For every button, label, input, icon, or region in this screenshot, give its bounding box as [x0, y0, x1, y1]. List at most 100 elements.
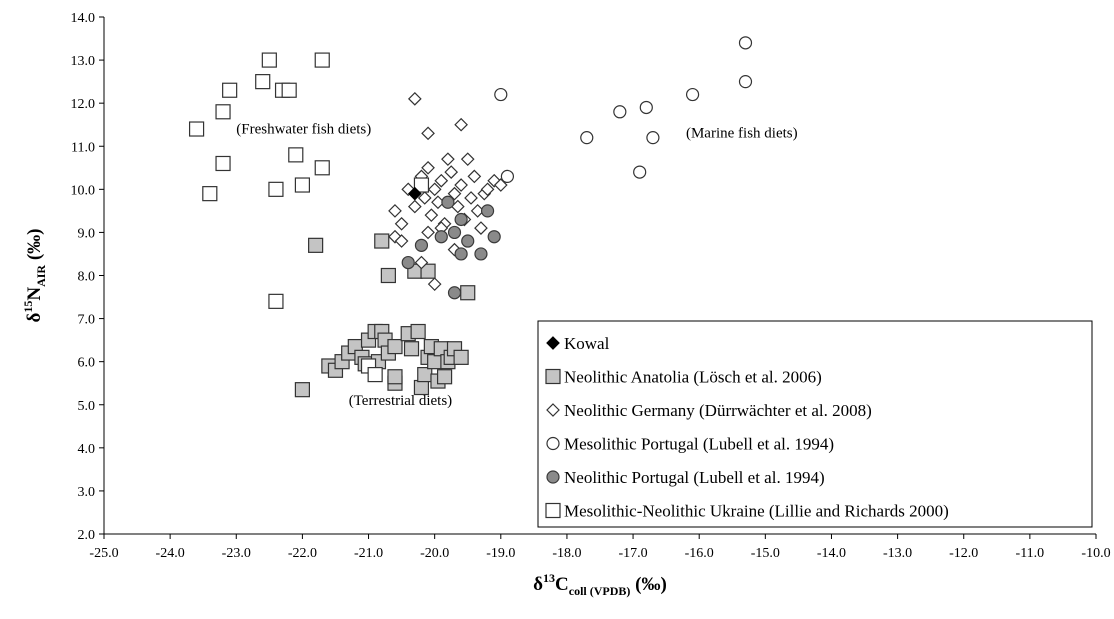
- data-point: [314, 52, 330, 68]
- data-point: [294, 382, 310, 398]
- y-axis-ticks: 2.0 3.0 4.0 5.0 6.0 7.0 8.0 9.0 10.0 11.0 12.0 13.0…: [71, 11, 104, 543]
- legend-marker: [546, 436, 560, 451]
- data-point: [494, 87, 508, 102]
- x-tick-label: -21.0: [354, 546, 383, 561]
- data-point: [215, 155, 231, 172]
- data-point: [454, 212, 468, 227]
- data-point: [294, 177, 310, 193]
- y-tick-label: 12.0: [71, 97, 96, 112]
- y-tick-label: 3.0: [78, 485, 96, 500]
- y-tick-label: 2.0: [78, 528, 96, 543]
- data-point: [288, 147, 304, 163]
- x-tick-label: -11.0: [1016, 546, 1045, 561]
- data-point: [281, 82, 297, 98]
- x-tick-label: -12.0: [949, 546, 978, 561]
- y-tick-label: 5.0: [78, 399, 96, 414]
- legend-item-label: Kowal: [564, 334, 610, 353]
- data-point: [447, 286, 462, 300]
- series-diamond-open: [388, 92, 508, 291]
- x-tick-label: -25.0: [89, 546, 118, 561]
- data-point: [387, 338, 403, 355]
- x-tick-label: -15.0: [751, 546, 780, 561]
- data-point: [434, 173, 449, 188]
- series-circle: [401, 195, 501, 300]
- data-point: [685, 87, 700, 102]
- data-points: [188, 36, 753, 398]
- legend-marker: [546, 336, 560, 350]
- data-point: [261, 52, 277, 68]
- data-point: [493, 178, 508, 192]
- data-point: [427, 354, 443, 370]
- data-point: [474, 247, 488, 261]
- data-point: [447, 186, 462, 201]
- data-point: [487, 230, 501, 244]
- y-tick-label: 11.0: [71, 140, 95, 155]
- y-axis-title: δ15NAIR (‰): [21, 228, 48, 322]
- data-point: [401, 255, 415, 270]
- x-tick-label: -10.0: [1081, 546, 1110, 561]
- annotation-label: (Terrestrial diets): [349, 393, 452, 409]
- data-point: [188, 121, 205, 137]
- data-point: [447, 225, 462, 240]
- data-point: [500, 169, 515, 184]
- data-point: [427, 182, 442, 197]
- data-point: [410, 323, 426, 340]
- data-point: [474, 221, 488, 235]
- data-point: [441, 195, 455, 209]
- data-point: [215, 104, 231, 120]
- data-point: [738, 75, 753, 89]
- x-tick-label: -14.0: [817, 546, 846, 561]
- y-tick-label: 9.0: [78, 226, 96, 241]
- data-point: [202, 186, 218, 202]
- y-tick-label: 7.0: [78, 313, 96, 328]
- legend-item-label: Neolithic Anatolia (Lösch et al. 2006): [564, 368, 822, 387]
- x-axis-title: δ13Ccoll (VPDB) (‰): [533, 571, 667, 598]
- data-point: [394, 234, 409, 248]
- data-point: [374, 233, 390, 249]
- x-tick-label: -22.0: [288, 546, 317, 561]
- data-point: [255, 74, 271, 90]
- y-tick-label: 14.0: [71, 11, 96, 26]
- data-point: [480, 204, 495, 218]
- data-point: [633, 165, 647, 179]
- data-point: [413, 177, 430, 193]
- data-point: [387, 369, 403, 385]
- data-point: [434, 230, 448, 244]
- x-tick-label: -23.0: [222, 546, 251, 561]
- data-point: [427, 277, 442, 291]
- data-point: [417, 366, 433, 383]
- y-tick-label: 13.0: [71, 54, 96, 69]
- data-point: [421, 160, 435, 175]
- data-point: [420, 263, 436, 279]
- data-point: [394, 216, 409, 231]
- data-point: [464, 191, 478, 205]
- data-point: [460, 152, 475, 167]
- series-square-open: [188, 52, 430, 383]
- data-point: [444, 165, 459, 179]
- data-point: [388, 204, 402, 218]
- data-point: [314, 160, 330, 176]
- data-point: [407, 92, 422, 106]
- legend-marker: [546, 403, 560, 417]
- y-tick-label: 4.0: [78, 442, 96, 457]
- data-point: [403, 341, 420, 357]
- data-point: [222, 82, 238, 98]
- data-point: [417, 191, 432, 205]
- data-point: [407, 186, 422, 201]
- data-point: [436, 369, 453, 385]
- data-point: [613, 105, 627, 119]
- data-point: [480, 182, 495, 197]
- legend-item-label: Neolithic Portugal (Lubell et al. 1994): [564, 468, 825, 487]
- data-point: [580, 131, 594, 145]
- x-axis-ticks: -25.0 -24.0 -23.0 -22.0 -21.0 -20.0 -19.0 -18.0…: [89, 534, 1111, 561]
- series-square: [294, 233, 476, 398]
- data-point: [413, 379, 430, 396]
- legend-marker: [545, 368, 561, 385]
- legend-marker: [545, 502, 561, 519]
- data-point: [421, 225, 435, 240]
- x-tick-label: -16.0: [685, 546, 714, 561]
- data-point: [453, 349, 469, 365]
- data-point: [441, 152, 455, 167]
- data-point: [461, 234, 475, 248]
